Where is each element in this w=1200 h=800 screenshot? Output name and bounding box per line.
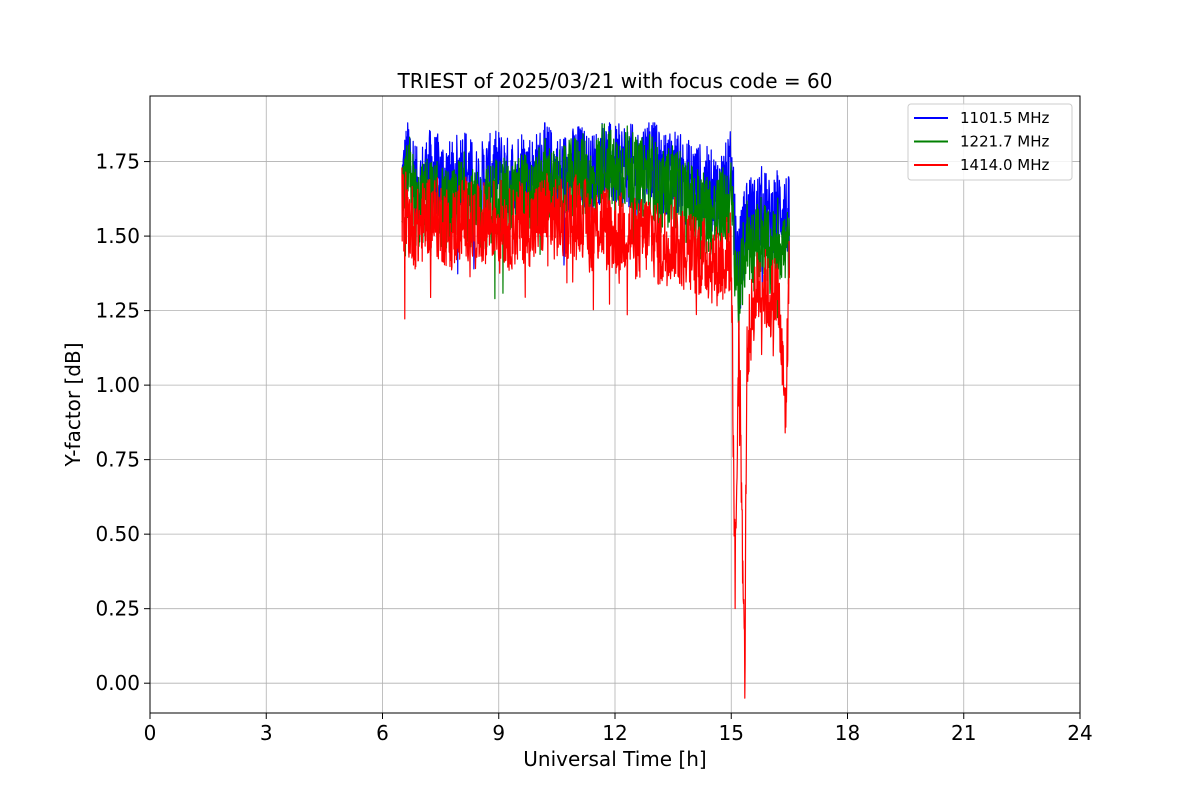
x-axis-label: Universal Time [h] (523, 747, 706, 771)
legend-box (907, 103, 1073, 181)
y-tick-label: 1.00 (95, 373, 140, 397)
x-tick-label: 12 (602, 721, 627, 745)
series-layer (401, 122, 790, 699)
y-tick-label: 0.50 (95, 522, 140, 546)
x-tick-label: 21 (951, 721, 976, 745)
y-tick-label: 1.25 (95, 299, 140, 323)
series-line (401, 167, 790, 699)
y-tick-label: 1.50 (95, 224, 140, 248)
x-axis-ticks: 0 3 6 9 12 15 18 21 24 (144, 713, 1093, 745)
x-tick-label: 15 (719, 721, 744, 745)
x-tick-label: 6 (376, 721, 389, 745)
legend: 1101.5 MHz 1221.7 MHz 1414.0 MHz (907, 103, 1073, 181)
x-tick-label: 3 (260, 721, 273, 745)
chart-title: TRIEST of 2025/03/21 with focus code = 6… (397, 69, 833, 93)
y-tick-label: 0.75 (95, 448, 140, 472)
x-tick-label: 9 (492, 721, 505, 745)
legend-entry-label: 1414.0 MHz (960, 156, 1049, 174)
legend-entry-label: 1101.5 MHz (960, 109, 1049, 127)
y-tick-label: 0.00 (95, 671, 140, 695)
y-tick-label: 1.75 (95, 150, 140, 174)
legend-entry-label: 1221.7 MHz (960, 133, 1049, 151)
x-tick-label: 24 (1067, 721, 1092, 745)
series-1414-0-MHz (401, 167, 790, 699)
y-axis-ticks: 0.00 0.25 0.50 0.75 1.00 1.25 1.50 1.75 (95, 150, 150, 695)
y-axis-label: Y-factor [dB] (61, 342, 85, 467)
x-tick-label: 18 (835, 721, 860, 745)
x-tick-label: 0 (144, 721, 157, 745)
y-tick-label: 0.25 (95, 597, 140, 621)
